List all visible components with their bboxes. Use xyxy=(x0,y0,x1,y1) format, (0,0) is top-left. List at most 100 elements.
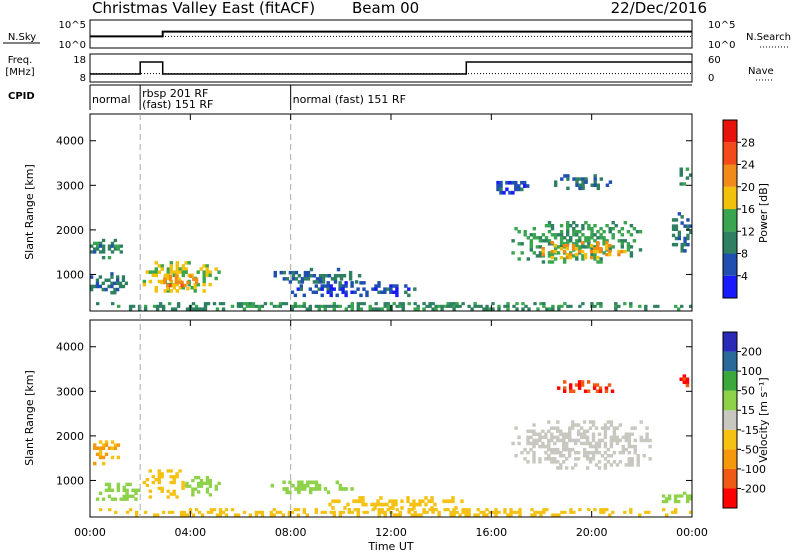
heatmap-cell xyxy=(329,293,333,298)
heatmap-cell xyxy=(680,246,684,250)
heatmap-cell xyxy=(559,247,564,251)
heatmap-cell xyxy=(541,249,545,254)
heatmap-cell xyxy=(511,251,515,255)
heatmap-cell xyxy=(175,267,179,271)
heatmap-cell xyxy=(305,513,309,517)
heatmap-cell xyxy=(559,463,563,467)
heatmap-cell xyxy=(509,510,513,514)
heatmap-cell xyxy=(169,480,173,485)
heatmap-cell xyxy=(553,236,558,240)
heatmap-cell xyxy=(562,447,566,452)
heatmap-cell xyxy=(566,221,570,225)
heatmap-cell xyxy=(606,454,611,458)
heatmap-cell xyxy=(131,304,136,308)
heatmap-cell xyxy=(467,510,471,514)
heatmap-cell xyxy=(633,426,637,430)
heatmap-cell xyxy=(275,510,280,514)
heatmap-cell xyxy=(113,287,117,292)
heatmap-cell xyxy=(121,284,126,289)
heatmap-cell xyxy=(518,513,522,517)
heatmap-cell xyxy=(128,508,133,512)
heatmap-cell xyxy=(671,227,676,231)
heatmap-cell xyxy=(497,510,501,514)
heatmap-cell xyxy=(191,487,195,491)
heatmap-cell xyxy=(680,249,684,253)
heatmap-cell xyxy=(260,513,265,517)
heatmap-cell xyxy=(592,386,597,390)
heatmap-cell xyxy=(612,460,617,464)
heatmap-cell xyxy=(496,187,500,192)
heatmap-cell xyxy=(355,499,359,504)
heatmap-cell xyxy=(529,441,533,446)
heatmap-cell xyxy=(583,252,588,257)
heatmap-cell xyxy=(583,389,588,393)
heatmap-cell xyxy=(585,457,590,461)
heatmap-cell xyxy=(190,286,194,290)
heatmap-cell xyxy=(104,440,109,444)
heatmap-cell xyxy=(686,497,690,501)
heatmap-cell xyxy=(599,257,603,261)
cpid-segment-label: normal (fast) 151 RF xyxy=(293,93,406,106)
heatmap-cell xyxy=(174,274,178,278)
heatmap-cell xyxy=(554,513,558,517)
heatmap-cell xyxy=(608,252,612,257)
cpid-segment-label: normal xyxy=(92,93,131,106)
heatmap-cell xyxy=(309,274,314,278)
heatmap-cell xyxy=(344,281,348,285)
heatmap-cell xyxy=(206,510,211,514)
heatmap-cell xyxy=(609,454,614,458)
heatmap-cell xyxy=(590,227,594,231)
heatmap-cell xyxy=(572,230,576,234)
heatmap-cell xyxy=(169,492,173,496)
heatmap-cell xyxy=(591,438,596,443)
heatmap-cell xyxy=(532,251,536,255)
heatmap-cell xyxy=(160,264,164,268)
heatmap-cell xyxy=(338,304,342,308)
heatmap-cell xyxy=(451,496,455,500)
heatmap-cell xyxy=(263,302,268,306)
heatmap-cell xyxy=(93,247,97,251)
heatmap-cell xyxy=(128,482,132,487)
heatmap-cell xyxy=(251,302,256,306)
heatmap-cell xyxy=(193,282,197,287)
heatmap-cell xyxy=(191,493,195,497)
heatmap-cell xyxy=(407,508,411,512)
heatmap-cell xyxy=(620,245,624,249)
heatmap-cell xyxy=(623,510,627,514)
heatmap-cell xyxy=(590,233,594,237)
heatmap-cell xyxy=(236,513,241,517)
heatmap-cell xyxy=(632,227,637,231)
heatmap-cell xyxy=(581,186,585,191)
heatmap-cell xyxy=(326,281,330,285)
heatmap-cell xyxy=(596,183,600,187)
heatmap-cell xyxy=(114,510,118,514)
heatmap-cell xyxy=(547,260,552,264)
heatmap-cell xyxy=(605,241,609,245)
heatmap-cell xyxy=(582,441,587,446)
heatmap-cell xyxy=(291,277,296,281)
heatmap-cell xyxy=(683,239,687,244)
heatmap-cell xyxy=(615,438,620,443)
colorbar-segment xyxy=(723,351,737,372)
heatmap-cell xyxy=(306,483,310,488)
heatmap-cell xyxy=(361,502,365,507)
heatmap-cell xyxy=(603,466,608,470)
heatmap-cell xyxy=(596,249,600,254)
heatmap-cell xyxy=(623,302,627,306)
heatmap-cell xyxy=(110,244,115,248)
heatmap-cell xyxy=(288,280,293,284)
heatmap-cell xyxy=(615,426,620,430)
heatmap-cell xyxy=(597,444,602,449)
heatmap-cell xyxy=(550,426,554,430)
heatmap-cell xyxy=(494,508,498,512)
heatmap-cell xyxy=(603,457,608,461)
heatmap-cell xyxy=(202,282,206,287)
heatmap-cell xyxy=(205,481,210,485)
heatmap-cell xyxy=(202,276,206,281)
heatmap-cell xyxy=(217,270,221,274)
heatmap-cell xyxy=(551,304,555,308)
x-axis-label: Time UT xyxy=(367,540,413,553)
heatmap-cell xyxy=(556,466,560,470)
heatmap-cell xyxy=(437,510,441,514)
heatmap-cell xyxy=(194,304,199,308)
